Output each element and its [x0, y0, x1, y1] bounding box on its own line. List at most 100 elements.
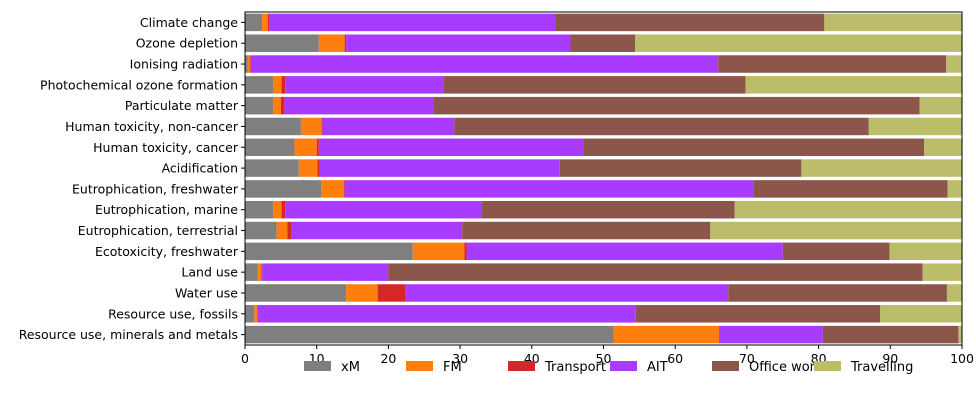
- legend-swatch-xm: [304, 361, 331, 371]
- x-tick-label: 100: [950, 351, 974, 366]
- bar-ozone-depletion-transport: [344, 34, 347, 52]
- bar-resource-use-fossils-transport: [257, 305, 258, 323]
- bar-ecotoxicity-freshwater-ait: [466, 242, 783, 261]
- bar-photochemical-ozone-formation-travelling: [745, 76, 962, 94]
- bar-ionising-radiation-ait: [250, 55, 719, 73]
- bar-eutrophication-terrestrial-office-work: [462, 221, 711, 240]
- bar-ecotoxicity-freshwater-office-work: [782, 242, 890, 261]
- plot-frame: [244, 11, 963, 346]
- bar-eutrophication-marine-xm: [245, 200, 273, 219]
- legend-label-fm: FM: [443, 360, 462, 375]
- bar-land-use-fm: [257, 263, 262, 281]
- bar-eutrophication-marine-office-work: [481, 200, 735, 219]
- bar-land-use-ait: [262, 263, 389, 281]
- bar-land-use-xm: [245, 263, 258, 281]
- y-tick-label: Human toxicity, non-cancer: [65, 119, 239, 134]
- bar-eutrophication-freshwater-transport: [343, 180, 345, 198]
- bar-acidification-ait: [319, 159, 560, 177]
- bar-ozone-depletion-ait: [346, 34, 571, 52]
- y-tick-label: Eutrophication, terrestrial: [78, 223, 238, 238]
- bar-ionising-radiation-fm: [247, 55, 251, 73]
- legend-swatch-travelling: [814, 361, 841, 371]
- bar-ozone-depletion-fm: [318, 34, 345, 52]
- legend-label-office-work: Office work: [749, 360, 823, 375]
- bar-water-use-transport: [377, 284, 406, 302]
- bar-water-use-travelling: [946, 284, 962, 302]
- bar-eutrophication-terrestrial-travelling: [710, 221, 962, 240]
- y-tick-label: Human toxicity, cancer: [93, 140, 239, 155]
- bar-human-toxicity-cancer-transport: [316, 138, 319, 157]
- bar-human-toxicity-cancer-office-work: [583, 138, 924, 157]
- bar-resource-use-minerals-and-metals-travelling: [958, 325, 962, 344]
- bar-particulate-matter-transport: [280, 96, 285, 115]
- bar-ionising-radiation-transport: [250, 55, 251, 73]
- bar-climate-change-transport: [267, 13, 270, 32]
- bar-ozone-depletion-travelling: [635, 34, 962, 52]
- bar-water-use-ait: [405, 284, 729, 302]
- bar-eutrophication-freshwater-travelling: [947, 180, 962, 198]
- bar-particulate-matter-office-work: [433, 96, 920, 115]
- bar-acidification-office-work: [559, 159, 802, 177]
- bar-eutrophication-terrestrial-xm: [245, 221, 277, 240]
- bar-climate-change-travelling: [824, 13, 962, 32]
- bar-eutrophication-marine-fm: [272, 200, 282, 219]
- legend-label-travelling: Travelling: [850, 360, 913, 375]
- y-tick-label: Eutrophication, freshwater: [72, 181, 239, 196]
- bar-ecotoxicity-freshwater-travelling: [889, 242, 962, 261]
- y-tick-label: Land use: [181, 265, 238, 280]
- y-tick-label: Resource use, minerals and metals: [19, 327, 238, 342]
- bar-land-use-travelling: [922, 263, 962, 281]
- bar-climate-change-fm: [262, 13, 268, 32]
- y-tick-label: Ionising radiation: [130, 57, 238, 72]
- legend-label-transport: Transport: [544, 360, 606, 375]
- bar-eutrophication-freshwater-office-work: [753, 180, 948, 198]
- y-tick-label: Climate change: [140, 15, 238, 30]
- y-tick-label: Resource use, fossils: [108, 306, 238, 321]
- bar-climate-change-xm: [245, 13, 263, 32]
- bar-eutrophication-freshwater-fm: [321, 180, 344, 198]
- y-tick-label: Ozone depletion: [136, 36, 238, 51]
- bar-eutrophication-freshwater-xm: [245, 180, 321, 198]
- bar-human-toxicity-cancer-ait: [318, 138, 584, 157]
- legend-label-xm: xM: [341, 360, 360, 375]
- bar-eutrophication-freshwater-ait: [344, 180, 754, 198]
- bar-ozone-depletion-xm: [245, 34, 319, 52]
- bar-photochemical-ozone-formation-fm: [272, 76, 282, 94]
- bar-resource-use-fossils-office-work: [635, 305, 881, 323]
- bar-resource-use-minerals-and-metals-fm: [613, 325, 719, 344]
- bar-ozone-depletion-office-work: [570, 34, 636, 52]
- bar-acidification-fm: [298, 159, 318, 177]
- y-tick-label: Water use: [175, 285, 238, 300]
- bar-photochemical-ozone-formation-transport: [281, 76, 286, 94]
- bar-resource-use-fossils-travelling: [880, 305, 962, 323]
- legend-label-ait: AIT: [647, 360, 668, 375]
- bar-particulate-matter-xm: [245, 96, 273, 115]
- bar-resource-use-fossils-ait: [257, 305, 636, 323]
- bar-eutrophication-terrestrial-ait: [291, 221, 463, 240]
- bar-human-toxicity-cancer-xm: [245, 138, 295, 157]
- bar-resource-use-minerals-and-metals-xm: [245, 325, 614, 344]
- bar-acidification-xm: [245, 159, 299, 177]
- bar-climate-change-office-work: [555, 13, 825, 32]
- bar-human-toxicity-non-cancer-fm: [300, 117, 322, 136]
- bar-ionising-radiation-office-work: [718, 55, 947, 73]
- bar-human-toxicity-cancer-travelling: [924, 138, 962, 157]
- legend-swatch-transport: [508, 361, 535, 371]
- x-tick-label: 30: [452, 351, 468, 366]
- bar-human-toxicity-non-cancer-travelling: [868, 117, 962, 136]
- bar-particulate-matter-ait: [284, 96, 434, 115]
- y-tick-label: Photochemical ozone formation: [40, 77, 238, 92]
- x-tick-label: 70: [739, 351, 755, 366]
- bar-resource-use-fossils-xm: [245, 305, 255, 323]
- legend-swatch-ait: [610, 361, 637, 371]
- bar-resource-use-minerals-and-metals-ait: [719, 325, 823, 344]
- legend-swatch-fm: [406, 361, 433, 371]
- bar-particulate-matter-travelling: [919, 96, 962, 115]
- bar-human-toxicity-non-cancer-office-work: [454, 117, 869, 136]
- bar-eutrophication-marine-ait: [285, 200, 482, 219]
- bar-human-toxicity-non-cancer-transport: [321, 117, 323, 136]
- bar-ecotoxicity-freshwater-transport: [464, 242, 467, 261]
- bar-ionising-radiation-xm: [245, 55, 248, 73]
- bar-photochemical-ozone-formation-ait: [285, 76, 444, 94]
